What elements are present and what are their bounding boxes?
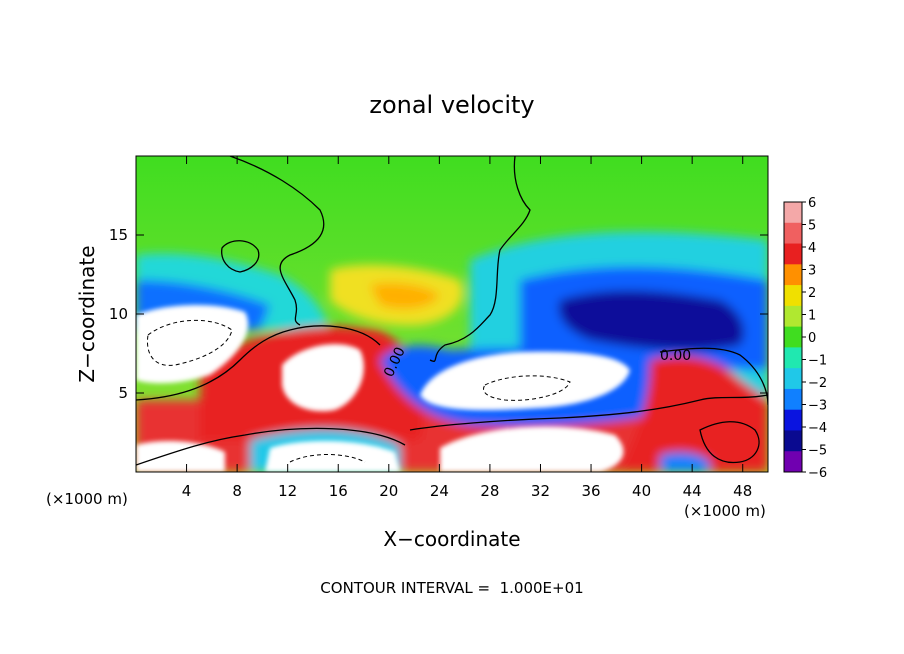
field-white-pocket-bottom-right xyxy=(440,426,624,472)
y-axis-label: Z−coordinate xyxy=(75,245,99,382)
colorbar-tick-label-1: 5 xyxy=(808,219,816,234)
colorbar-swatch-7 xyxy=(784,347,802,369)
contour-label-2: 0.00 xyxy=(660,348,691,364)
colorbar-tick-label-5: 1 xyxy=(808,309,816,324)
heatmap-field: 0.00 0.00 xyxy=(136,156,768,472)
colorbar-swatch-3 xyxy=(784,264,802,286)
contour-line-right-loop xyxy=(659,347,768,406)
x-axis-label: X−coordinate xyxy=(383,527,520,551)
colorbar-swatch-1 xyxy=(784,222,802,245)
colorbar-swatch-8 xyxy=(784,368,802,390)
contour-line-upper-right xyxy=(429,156,531,362)
colorbar-tick-label-0: 6 xyxy=(808,196,816,211)
contour-lines xyxy=(136,156,768,466)
x-tick-label-2: 12 xyxy=(278,482,297,500)
colorbar-swatch-5 xyxy=(784,305,802,328)
x-unit-right: (×1000 m) xyxy=(684,502,766,520)
x-tick-label-8: 36 xyxy=(581,482,600,500)
colorbar-swatch-0 xyxy=(784,202,802,224)
chart-title: zonal velocity xyxy=(369,91,534,119)
x-tick-label-6: 28 xyxy=(480,482,499,500)
x-tick-label-3: 16 xyxy=(329,482,348,500)
colorbar-tick-label-6: 0 xyxy=(808,331,816,346)
field-white-pocket-left xyxy=(136,304,249,384)
contour-line-bottom-right xyxy=(699,421,760,464)
colorbar-tick-label-9: −3 xyxy=(808,399,827,414)
field-cyan-bottom-right xyxy=(660,452,710,472)
x-tick-label-11: 48 xyxy=(733,482,752,500)
field-white-pocket-center xyxy=(420,351,630,411)
x-tick-label-5: 24 xyxy=(430,482,449,500)
colorbar-tick-label-10: −4 xyxy=(808,421,827,436)
contour-line-island xyxy=(221,240,260,273)
colorbar-tick-label-2: 4 xyxy=(808,241,816,256)
contour-dashed-left xyxy=(146,319,233,366)
y-tick-label-1: 10 xyxy=(109,305,128,323)
field-white-pocket-mid xyxy=(282,344,364,412)
colorbar-tick-label-12: −6 xyxy=(808,466,827,481)
colorbar: 6 5 4 3 2 1 0 −1 −2 −3 −4 −5 −6 xyxy=(783,196,827,481)
contour-dashed-bottom xyxy=(289,454,366,463)
colorbar-tick-label-7: −1 xyxy=(808,354,827,369)
x-axis-ticks: 4 8 12 16 20 24 28 32 36 40 44 48 xyxy=(182,156,752,500)
field-white-pocket-bottom-mid xyxy=(265,440,400,472)
x-tick-label-1: 8 xyxy=(232,482,242,500)
y-tick-label-2: 15 xyxy=(109,226,128,244)
contour-line-mid-loop xyxy=(136,427,406,466)
contour-line-center-loop xyxy=(409,394,768,431)
field-red-right xyxy=(620,356,768,472)
colorbar-tick-label-8: −2 xyxy=(808,376,827,391)
colorbar-tick-label-11: −5 xyxy=(808,444,827,459)
colorbar-swatch-10 xyxy=(784,409,802,431)
colorbar-swatch-11 xyxy=(784,430,802,452)
x-tick-label-7: 32 xyxy=(531,482,550,500)
y-axis-ticks: 5 10 15 xyxy=(109,226,768,402)
x-unit-left: (×1000 m) xyxy=(46,490,128,508)
field-white-pocket-bottom-left xyxy=(136,440,225,472)
field-deep-core xyxy=(558,290,744,351)
colorbar-swatch-6 xyxy=(784,326,802,348)
x-tick-label-9: 40 xyxy=(632,482,651,500)
x-tick-label-4: 20 xyxy=(379,482,398,500)
y-tick-label-0: 5 xyxy=(118,384,128,402)
contour-interval-note: CONTOUR INTERVAL = 1.000E+01 xyxy=(320,579,583,597)
contour-dashed-center xyxy=(483,375,571,401)
contour-line-left-loop xyxy=(136,325,381,401)
x-tick-label-0: 4 xyxy=(182,482,192,500)
colorbar-tick-label-4: 2 xyxy=(808,286,816,301)
colorbar-swatch-2 xyxy=(784,243,802,265)
contour-line-upper-left xyxy=(229,156,325,326)
colorbar-swatch-9 xyxy=(784,388,802,411)
colorbar-swatch-4 xyxy=(784,285,802,307)
colorbar-swatch-12 xyxy=(784,451,802,473)
field-orange-core xyxy=(370,283,440,309)
colorbar-tick-label-3: 3 xyxy=(808,264,816,279)
x-tick-label-10: 44 xyxy=(683,482,702,500)
